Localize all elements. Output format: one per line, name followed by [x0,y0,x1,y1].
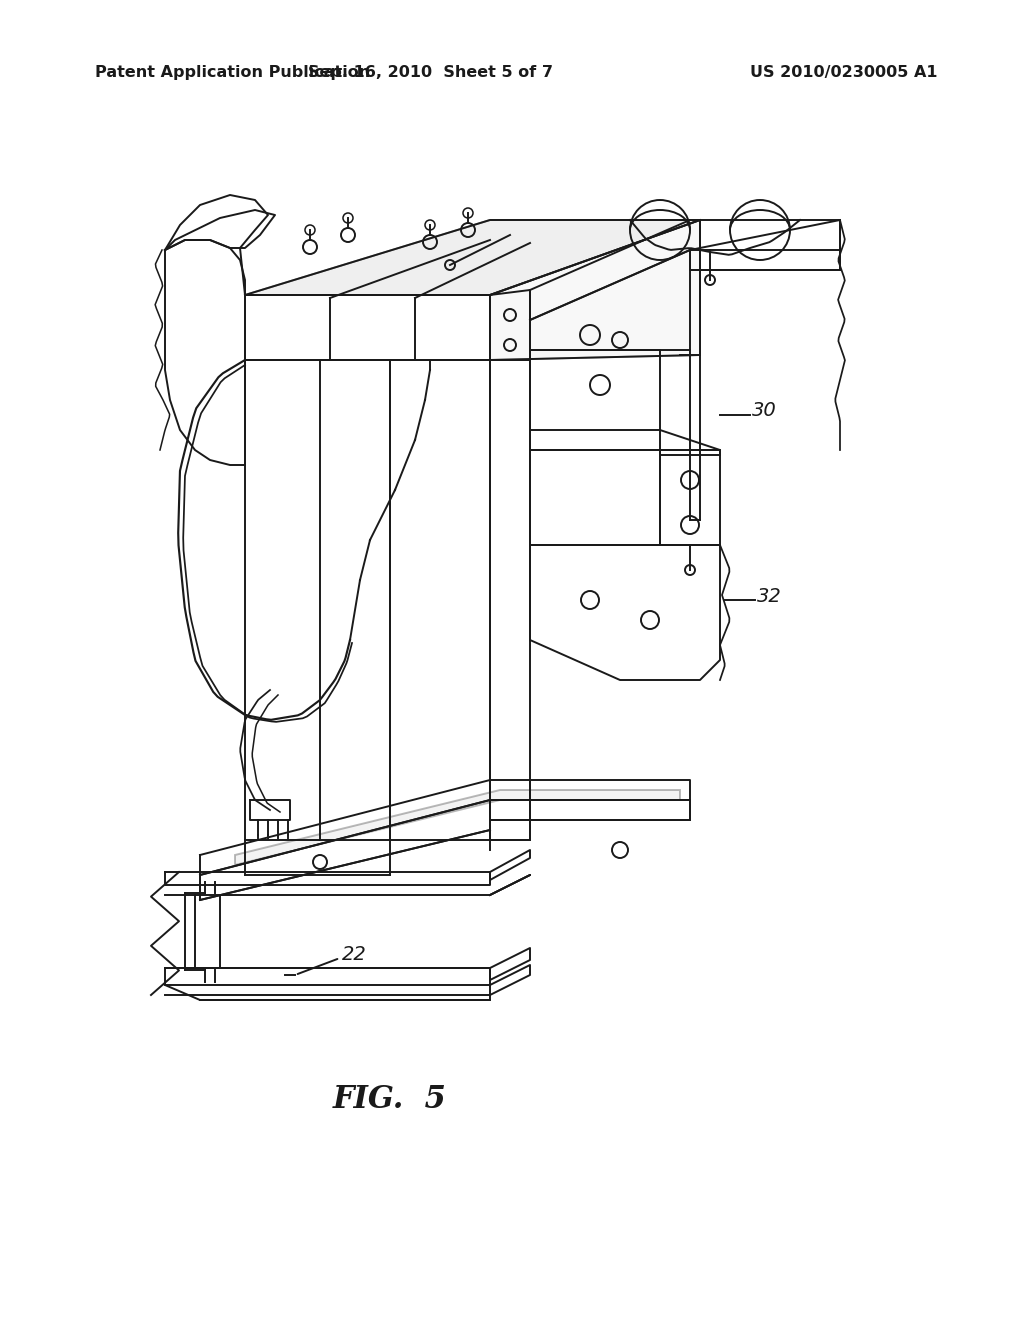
Text: 30: 30 [752,401,777,421]
Polygon shape [245,220,700,294]
Text: 22: 22 [342,945,367,965]
Polygon shape [234,789,680,865]
Text: Patent Application Publication: Patent Application Publication [95,65,371,79]
Text: US 2010/0230005 A1: US 2010/0230005 A1 [750,65,938,79]
Text: 32: 32 [757,586,781,606]
Text: FIG.  5: FIG. 5 [333,1085,446,1115]
Text: Sep. 16, 2010  Sheet 5 of 7: Sep. 16, 2010 Sheet 5 of 7 [307,65,553,79]
Polygon shape [490,220,700,360]
